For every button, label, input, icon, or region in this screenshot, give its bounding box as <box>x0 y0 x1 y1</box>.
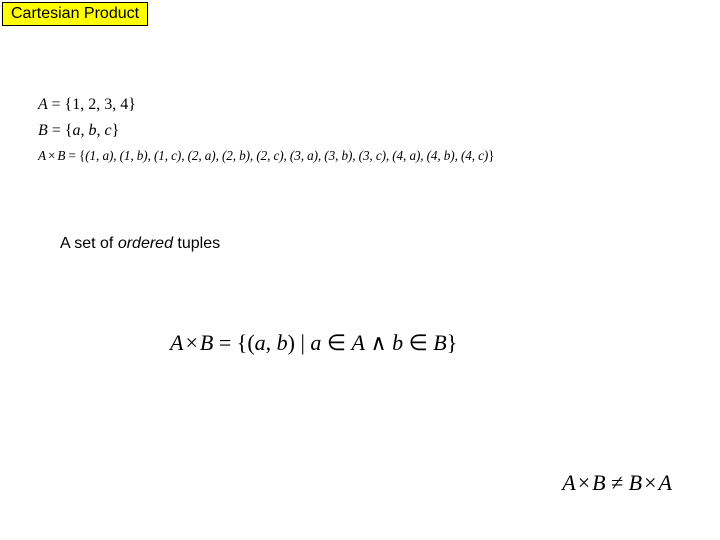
def-pairL: ( <box>247 330 254 355</box>
eqA-members: 1, 2, 3, 4 <box>72 96 128 113</box>
eqB-members: a, b, c <box>73 122 112 139</box>
def-bar: | <box>295 330 310 355</box>
def-comma: , <box>266 330 277 355</box>
neq-B1: B <box>592 470 605 495</box>
def-B: B <box>200 330 213 355</box>
eqB-lhs: B <box>38 122 48 139</box>
eqB-open: { <box>65 122 73 139</box>
def-A: A <box>170 330 183 355</box>
slide-title: Cartesian Product <box>2 2 148 26</box>
def-in2: ∈ <box>403 330 433 355</box>
def-Aset: A <box>352 330 365 355</box>
neq-B2: B <box>629 470 642 495</box>
neq-sym: ≠ <box>606 470 629 495</box>
def-a: a <box>255 330 266 355</box>
neq-times2: × <box>642 470 658 495</box>
def-close: } <box>447 330 458 355</box>
caption-text: A set of ordered tuples <box>60 235 220 253</box>
def-pairR: ) <box>288 330 295 355</box>
neq-A1: A <box>562 470 575 495</box>
prod-eq: = <box>68 148 75 163</box>
caption-t1: A set of <box>60 235 118 252</box>
def-bIn: b <box>392 330 403 355</box>
eqA-eq: = <box>51 96 60 113</box>
equation-set-a: A = {1, 2, 3, 4} <box>38 96 136 114</box>
equation-product: A×B = {(1, a), (1, b), (1, c), (2, a), (… <box>38 148 494 164</box>
eqA-lhs: A <box>38 96 47 113</box>
def-aIn: a <box>310 330 321 355</box>
def-Bset: B <box>433 330 446 355</box>
def-b: b <box>277 330 288 355</box>
def-and: ∧ <box>365 330 392 355</box>
caption-t2: tuples <box>173 235 220 252</box>
eqB-close: } <box>112 122 120 139</box>
neq-times1: × <box>576 470 592 495</box>
prod-B: B <box>57 148 65 163</box>
def-in1: ∈ <box>321 330 351 355</box>
prod-times: × <box>46 148 57 163</box>
prod-pairs: (1, a), (1, b), (1, c), (2, a), (2, b), … <box>85 148 488 163</box>
eqB-eq: = <box>52 122 61 139</box>
def-eq: = <box>219 330 231 355</box>
definition-equation: A×B = {(a, b) | a ∈ A ∧ b ∈ B} <box>170 330 457 356</box>
def-times: × <box>183 330 199 355</box>
def-open: { <box>237 330 248 355</box>
equation-set-b: B = {a, b, c} <box>38 122 119 140</box>
inequality-equation: A×B ≠ B×A <box>562 470 672 496</box>
caption-em: ordered <box>118 235 173 252</box>
prod-close: } <box>488 148 494 163</box>
eqA-close: } <box>128 96 136 113</box>
prod-A: A <box>38 148 46 163</box>
neq-A2: A <box>659 470 672 495</box>
